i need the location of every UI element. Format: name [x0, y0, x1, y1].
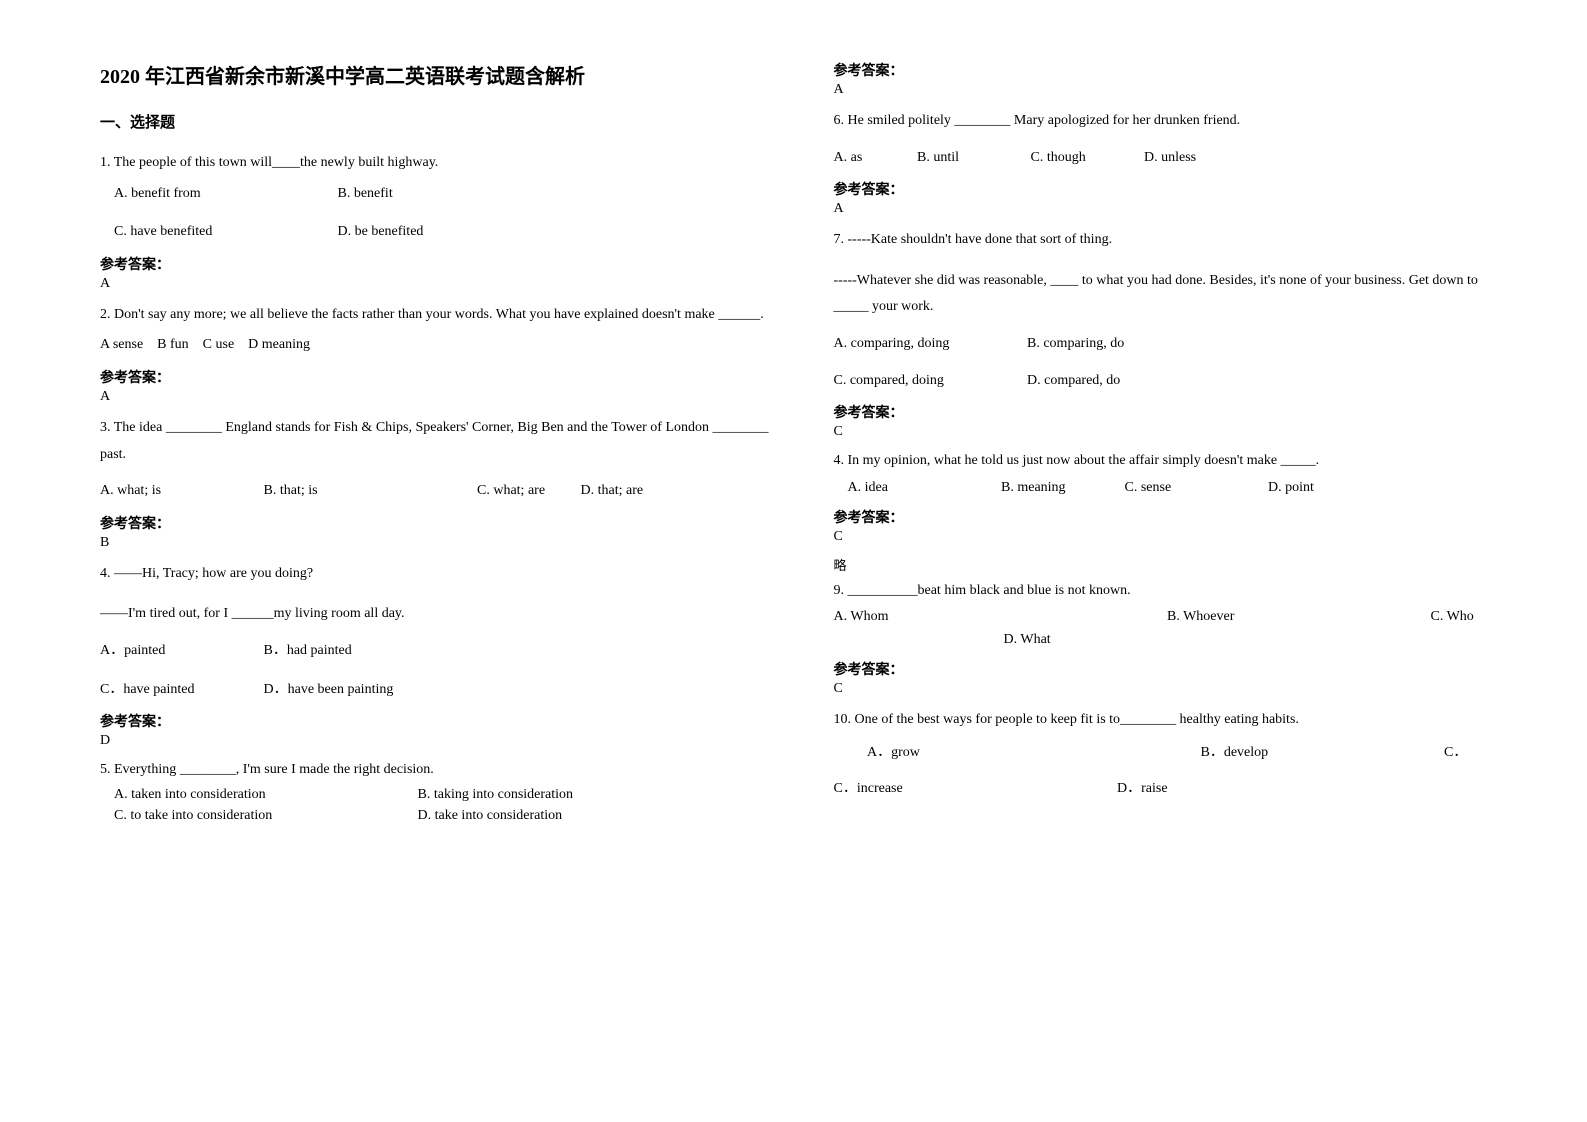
q6-opt-d: D. unless	[1144, 150, 1196, 165]
q3-opt-d: D. that; are	[581, 483, 644, 498]
q8-opt-d: D. point	[1268, 480, 1314, 495]
q4-line2: ——I'm tired out, for I ______my living r…	[100, 601, 774, 628]
q10-opt-d: D．raise	[1117, 781, 1168, 796]
q7-options-row2: C. compared, doing D. compared, do	[834, 368, 1508, 395]
left-column: 2020 年江西省新余市新溪中学高二英语联考试题含解析 一、选择题 1. The…	[100, 60, 774, 826]
q6-options: A. as B. until C. though D. unless	[834, 145, 1508, 172]
q7-opt-c: C. compared, doing	[834, 368, 1024, 395]
q4-opt-a: A．painted	[100, 638, 260, 665]
q5-opt-a: A. taken into consideration	[114, 784, 414, 805]
question-7: 7. -----Kate shouldn't have done that so…	[834, 227, 1508, 394]
q5-opt-c: C. to take into consideration	[114, 805, 414, 826]
q9-opt-c: C. Who	[1431, 609, 1474, 624]
right-column: 参考答案： A 6. He smiled politely ________ M…	[834, 60, 1508, 826]
q5-options: A. taken into consideration B. taking in…	[100, 784, 774, 826]
section-header-1: 一、选择题	[100, 111, 774, 132]
q1-opt-c: C. have benefited	[114, 219, 334, 246]
q8-note: 略	[834, 555, 1508, 574]
q5-text: 5. Everything ________, I'm sure I made …	[100, 759, 774, 780]
q6-answer: A	[834, 201, 1508, 217]
question-1: 1. The people of this town will____the n…	[100, 150, 774, 246]
q8-opt-c: C. sense	[1125, 477, 1265, 499]
question-5: 5. Everything ________, I'm sure I made …	[100, 759, 774, 826]
q3-opt-a: A. what; is	[100, 478, 260, 505]
q8-opt-b: B. meaning	[1001, 477, 1121, 499]
q3-opt-b: B. that; is	[264, 478, 474, 505]
q9-opt-b: B. Whoever	[1167, 606, 1427, 628]
q2-answer-label: 参考答案：	[100, 367, 774, 387]
q9-options-row2: D. What	[834, 629, 1508, 651]
q2-options: A sense B fun C use D meaning	[100, 332, 774, 359]
q4-options-row1: A．painted B．had painted	[100, 638, 774, 665]
q3-answer-label: 参考答案：	[100, 513, 774, 533]
q9-options-row1: A. Whom B. Whoever C. Who	[834, 606, 1508, 628]
q1-opt-b: B. benefit	[338, 186, 393, 201]
question-10: 10. One of the best ways for people to k…	[834, 707, 1508, 803]
q7-line1: 7. -----Kate shouldn't have done that so…	[834, 227, 1508, 254]
q5-answer: A	[834, 82, 1508, 98]
q1-answer: A	[100, 276, 774, 292]
q2-text: 2. Don't say any more; we all believe th…	[100, 302, 774, 329]
q7-line2: -----Whatever she did was reasonable, __…	[834, 268, 1508, 321]
q10-opt-c: C．increase	[834, 776, 1114, 803]
q6-opt-c: C. though	[1031, 145, 1141, 172]
q7-answer: C	[834, 424, 1508, 440]
q8-text: 4. In my opinion, what he told us just n…	[834, 450, 1508, 472]
q7-options-row1: A. comparing, doing B. comparing, do	[834, 331, 1508, 358]
question-8: 4. In my opinion, what he told us just n…	[834, 450, 1508, 499]
q1-opt-d: D. be benefited	[338, 224, 424, 239]
q10-opt-a: A．grow	[867, 740, 1197, 767]
q4-options-row2: C．have painted D．have been painting	[100, 677, 774, 704]
q3-options: A. what; is B. that; is C. what; are D. …	[100, 478, 774, 505]
q4-answer-label: 参考答案：	[100, 711, 774, 731]
q4-opt-d: D．have been painting	[264, 682, 394, 697]
q9-opt-d: D. What	[1004, 632, 1051, 647]
question-3: 3. The idea ________ England stands for …	[100, 415, 774, 505]
q1-answer-label: 参考答案：	[100, 254, 774, 274]
question-9: 9. __________beat him black and blue is …	[834, 580, 1508, 651]
q6-text: 6. He smiled politely ________ Mary apol…	[834, 108, 1508, 135]
q3-opt-c: C. what; are	[477, 478, 577, 505]
q4-opt-b: B．had painted	[264, 643, 352, 658]
q5-opt-d: D. take into consideration	[418, 808, 563, 823]
q8-answer: C	[834, 529, 1508, 545]
q3-text: 3. The idea ________ England stands for …	[100, 415, 774, 468]
question-6: 6. He smiled politely ________ Mary apol…	[834, 108, 1508, 171]
q7-opt-a: A. comparing, doing	[834, 331, 1024, 358]
q6-opt-b: B. until	[917, 145, 1027, 172]
q9-opt-a: A. Whom	[834, 606, 1164, 628]
question-2: 2. Don't say any more; we all believe th…	[100, 302, 774, 359]
q4-opt-c: C．have painted	[100, 677, 260, 704]
q5-answer-label: 参考答案：	[834, 60, 1508, 80]
q2-answer: A	[100, 389, 774, 405]
q9-answer-label: 参考答案：	[834, 659, 1508, 679]
q1-text: 1. The people of this town will____the n…	[100, 150, 774, 177]
q10-opt-c-prefix: C．	[1444, 745, 1467, 760]
q9-text: 9. __________beat him black and blue is …	[834, 580, 1508, 602]
q3-answer: B	[100, 535, 774, 551]
q8-answer-label: 参考答案：	[834, 507, 1508, 527]
q4-line1: 4. ——Hi, Tracy; how are you doing?	[100, 561, 774, 588]
question-4: 4. ——Hi, Tracy; how are you doing? ——I'm…	[100, 561, 774, 703]
q7-answer-label: 参考答案：	[834, 402, 1508, 422]
q1-opt-a: A. benefit from	[114, 181, 334, 208]
document-title: 2020 年江西省新余市新溪中学高二英语联考试题含解析	[100, 60, 774, 89]
q9-answer: C	[834, 681, 1508, 697]
q10-options: A．grow B．develop C． C．increase D．raise	[834, 740, 1508, 803]
q6-opt-a: A. as	[834, 145, 914, 172]
q5-opt-b: B. taking into consideration	[418, 787, 574, 802]
q1-options: A. benefit from B. benefit C. have benef…	[100, 181, 774, 246]
q10-text: 10. One of the best ways for people to k…	[834, 707, 1508, 734]
q8-opt-a: A. idea	[848, 477, 998, 499]
q7-opt-b: B. comparing, do	[1027, 336, 1124, 351]
q8-options: A. idea B. meaning C. sense D. point	[834, 477, 1508, 499]
q7-opt-d: D. compared, do	[1027, 373, 1120, 388]
q4-answer: D	[100, 733, 774, 749]
page-container: 2020 年江西省新余市新溪中学高二英语联考试题含解析 一、选择题 1. The…	[0, 0, 1587, 866]
q6-answer-label: 参考答案：	[834, 179, 1508, 199]
q10-opt-b: B．develop	[1201, 740, 1441, 767]
